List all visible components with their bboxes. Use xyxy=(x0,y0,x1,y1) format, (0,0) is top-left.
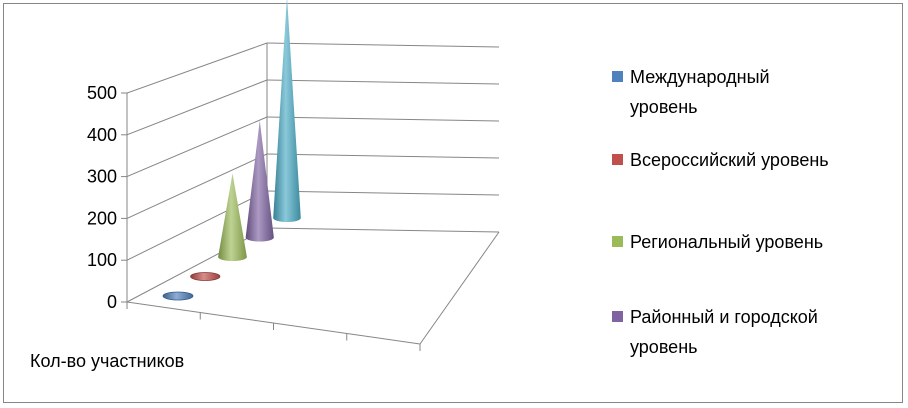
green-square-icon xyxy=(612,236,623,247)
cone-body xyxy=(273,0,301,222)
x-category-label: Кол-во участников xyxy=(30,351,184,371)
legend-label: Всероссийский уровень xyxy=(630,150,829,170)
y-tick-label: 500 xyxy=(87,83,117,103)
legend-label: Международный xyxy=(630,67,770,87)
cones xyxy=(162,0,301,301)
cone-base xyxy=(190,272,221,281)
chart-frame xyxy=(3,3,903,403)
cone-4 xyxy=(245,120,274,242)
gridline-left xyxy=(126,153,268,219)
gridline-left xyxy=(126,116,268,178)
blue-square-icon xyxy=(612,71,623,82)
gridline-back xyxy=(266,153,500,159)
gridline-back xyxy=(266,190,500,196)
legend-item: Международный уровень xyxy=(612,67,770,117)
cone-2 xyxy=(190,272,221,281)
legend-label: Региональный уровень xyxy=(630,232,823,252)
gridline-left xyxy=(126,190,268,261)
cone-body xyxy=(218,173,247,261)
red-square-icon xyxy=(612,154,623,165)
gridline-back xyxy=(266,79,500,85)
floor-left-edge xyxy=(126,227,268,303)
cone-body xyxy=(245,120,274,242)
cone-5 xyxy=(273,0,301,222)
legend-item: Районный и городской уровень xyxy=(612,307,818,357)
gridlines xyxy=(126,42,500,261)
y-tick-label: 100 xyxy=(87,250,117,270)
floor-back-edge xyxy=(266,227,500,233)
y-axis-ticks: 0 100 200 300 400 500 xyxy=(87,83,127,312)
cone-base xyxy=(162,291,194,301)
y-tick-label: 400 xyxy=(87,125,117,145)
purple-square-icon xyxy=(612,311,623,322)
y-tick-label: 200 xyxy=(87,208,117,228)
legend: Международный уровень Всероссийский уровен… xyxy=(612,67,829,357)
floor-right-edge xyxy=(419,231,500,345)
legend-item: Региональный уровень xyxy=(612,232,823,252)
cone-1 xyxy=(162,291,194,301)
y-tick-label: 0 xyxy=(107,292,117,312)
legend-label-line2: уровень xyxy=(630,337,698,357)
x-axis: Кол-во участников xyxy=(30,302,421,371)
y-tick-label: 300 xyxy=(87,167,117,187)
gridline-back xyxy=(266,116,500,122)
gridline-back xyxy=(266,42,500,48)
legend-item: Всероссийский уровень xyxy=(612,150,829,170)
gridline-left xyxy=(126,42,268,94)
gridline-left xyxy=(126,79,268,136)
legend-label-line2: уровень xyxy=(630,97,698,117)
cone-3 xyxy=(218,173,247,261)
legend-label: Районный и городской xyxy=(630,307,818,327)
